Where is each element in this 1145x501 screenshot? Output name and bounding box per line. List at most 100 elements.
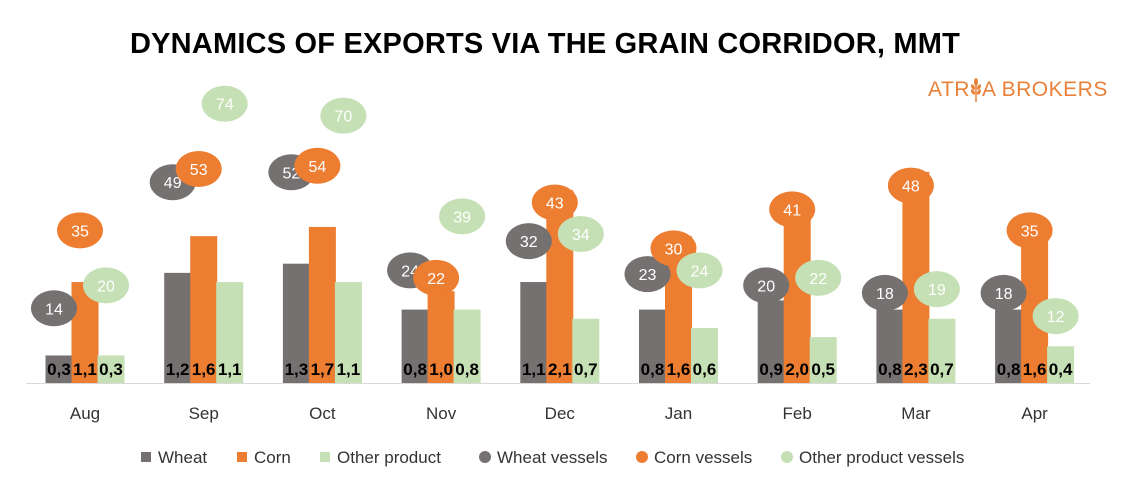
- bubble-other-product-vessels-sep: [201, 85, 248, 122]
- bubble-label-other-product-vessels-aug: 20: [97, 278, 115, 295]
- bubble-label-other-product-vessels-feb: 22: [809, 271, 827, 288]
- bubble-label-other-product-vessels-jan: 24: [691, 263, 709, 280]
- bubble-label-corn-vessels-nov: 22: [427, 271, 445, 288]
- data-label-other-product-jan: 0,6: [693, 360, 717, 379]
- legend-swatch-wheat-vessels: [479, 451, 491, 463]
- bubble-corn-vessels-apr: [1006, 212, 1053, 249]
- bubble-label-corn-vessels-oct: 54: [309, 159, 327, 176]
- bubble-label-other-product-vessels-dec: 34: [572, 227, 590, 244]
- bubble-wheat-vessels-feb: [743, 267, 790, 304]
- data-label-corn-feb: 2,0: [785, 360, 809, 379]
- bar-other-product-dec: [572, 318, 600, 383]
- legend-swatch-other-product: [320, 452, 330, 462]
- bubble-corn-vessels-nov: [413, 259, 460, 296]
- legend-label-corn: Corn: [254, 448, 291, 467]
- bubble-wheat-vessels-mar: [861, 274, 908, 311]
- data-label-other-product-mar: 0,7: [930, 360, 954, 379]
- data-label-corn-dec: 2,1: [548, 360, 572, 379]
- x-tick-label-mar: Mar: [901, 404, 931, 423]
- bubble-wheat-vessels-dec: [505, 223, 552, 260]
- data-label-wheat-aug: 0,3: [47, 360, 71, 379]
- bubble-label-corn-vessels-feb: 41: [783, 202, 801, 219]
- data-label-wheat-nov: 0,8: [403, 360, 427, 379]
- bubble-label-corn-vessels-apr: 35: [1021, 223, 1039, 240]
- legend-label-wheat: Wheat: [158, 448, 207, 467]
- bar-corn-oct: [308, 226, 336, 383]
- data-label-wheat-jan: 0,8: [641, 360, 665, 379]
- data-label-wheat-dec: 1,1: [522, 360, 546, 379]
- bubble-label-other-product-vessels-mar: 19: [928, 282, 946, 299]
- data-label-wheat-feb: 0,9: [759, 360, 783, 379]
- x-tick-label-jan: Jan: [665, 404, 692, 423]
- bar-wheat-nov: [401, 309, 429, 383]
- bar-wheat-apr: [995, 309, 1023, 383]
- bubble-label-corn-vessels-mar: 48: [902, 179, 920, 196]
- data-label-corn-aug: 1,1: [73, 360, 97, 379]
- atria-brokers-logo: ATR A BROKERS: [928, 78, 1108, 102]
- logo-text-left: ATR: [928, 78, 970, 101]
- bubble-label-other-product-vessels-sep: 74: [216, 97, 234, 114]
- bubble-corn-vessels-oct: [294, 147, 341, 184]
- legend-swatch-corn: [237, 452, 247, 462]
- bubble-label-wheat-vessels-dec: 32: [520, 234, 538, 251]
- data-label-other-product-sep: 1,1: [218, 360, 242, 379]
- data-label-other-product-oct: 1,1: [337, 360, 361, 379]
- bar-corn-sep: [190, 236, 218, 383]
- data-label-corn-mar: 2,3: [904, 360, 928, 379]
- bar-wheat-mar: [876, 309, 904, 383]
- bubble-label-wheat-vessels-sep: 49: [164, 175, 182, 192]
- bar-other-product-jan: [691, 327, 718, 383]
- bubble-other-product-vessels-dec: [557, 215, 604, 252]
- bubble-other-product-vessels-aug: [83, 267, 129, 304]
- x-tick-label-apr: Apr: [1021, 404, 1048, 423]
- x-tick-label-oct: Oct: [309, 404, 336, 423]
- bubble-label-other-product-vessels-nov: 39: [453, 209, 471, 226]
- data-label-other-product-dec: 0,7: [574, 360, 598, 379]
- bar-wheat-dec: [520, 282, 548, 383]
- bubble-other-product-vessels-jan: [676, 252, 723, 289]
- bar-wheat-jan: [639, 309, 666, 383]
- bubble-other-product-vessels-nov: [439, 198, 486, 235]
- data-label-corn-sep: 1,6: [192, 360, 216, 379]
- bar-wheat-feb: [757, 300, 785, 383]
- bar-other-product-mar: [928, 318, 956, 383]
- data-label-wheat-apr: 0,8: [997, 360, 1021, 379]
- bubble-label-wheat-vessels-apr: 18: [995, 286, 1013, 303]
- bubble-corn-vessels-mar: [887, 167, 934, 204]
- bar-other-product-nov: [453, 309, 481, 383]
- bubble-label-wheat-vessels-jan: 23: [639, 267, 657, 284]
- bar-other-product-aug: [97, 355, 125, 383]
- bubble-other-product-vessels-mar: [913, 271, 960, 308]
- bubble-other-product-vessels-feb: [795, 259, 842, 296]
- data-label-other-product-aug: 0,3: [99, 360, 123, 379]
- bubble-label-corn-vessels-aug: 35: [71, 223, 89, 240]
- data-label-wheat-mar: 0,8: [878, 360, 902, 379]
- bubble-label-wheat-vessels-aug: 14: [45, 301, 63, 318]
- data-label-wheat-sep: 1,2: [166, 360, 190, 379]
- bar-other-product-oct: [334, 282, 362, 383]
- bar-other-product-feb: [809, 337, 837, 383]
- bar-wheat-aug: [45, 355, 73, 383]
- bar-wheat-sep: [164, 272, 192, 383]
- legend-label-other-product-vessels: Other product vessels: [799, 448, 964, 467]
- bubble-label-other-product-vessels-apr: 12: [1047, 309, 1065, 326]
- logo-text-right: A BROKERS: [981, 78, 1108, 101]
- bubble-corn-vessels-aug: [57, 212, 103, 249]
- bubble-label-corn-vessels-dec: 43: [546, 195, 564, 212]
- bubble-label-corn-vessels-jan: 30: [665, 241, 683, 258]
- x-tick-label-feb: Feb: [783, 404, 812, 423]
- bar-other-product-apr: [1047, 346, 1075, 383]
- data-label-corn-nov: 1,0: [429, 360, 453, 379]
- x-tick-label-aug: Aug: [70, 404, 100, 423]
- bubble-wheat-vessels-aug: [31, 290, 77, 327]
- chart-title: DYNAMICS OF EXPORTS VIA THE GRAIN CORRID…: [129, 28, 960, 60]
- legend-swatch-other-product-vessels: [781, 451, 793, 463]
- data-label-corn-jan: 1,6: [667, 360, 691, 379]
- bubble-corn-vessels-feb: [769, 191, 816, 228]
- data-label-corn-apr: 1,6: [1023, 360, 1047, 379]
- data-label-other-product-feb: 0,5: [811, 360, 835, 379]
- bubble-other-product-vessels-apr: [1032, 298, 1079, 335]
- bubble-label-corn-vessels-sep: 53: [190, 162, 208, 179]
- bubble-corn-vessels-sep: [175, 151, 222, 188]
